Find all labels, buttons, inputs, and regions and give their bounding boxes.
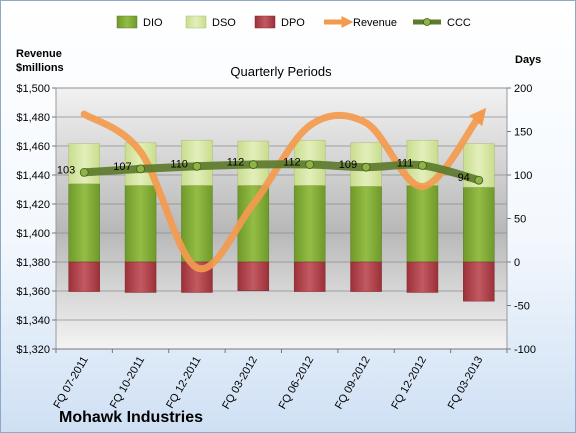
ccc-data-label: 94	[458, 172, 470, 184]
right-axis: -100 -50 0 50 100 150 200	[507, 83, 536, 356]
company-name: Mohawk Industries	[59, 409, 203, 426]
ccc-data-label: 112	[227, 157, 245, 169]
ccc-point	[136, 164, 145, 174]
bar-dio	[463, 186, 495, 263]
plot-area	[55, 87, 508, 350]
right-tick-label: 100	[514, 170, 532, 182]
right-tick-label: 150	[514, 127, 532, 139]
ccc-data-label: 110	[170, 158, 188, 170]
bar-dpo	[463, 261, 495, 302]
legend-label-dso: DSO	[212, 17, 236, 29]
left-tick-label: $1,320	[16, 344, 50, 356]
x-tick-label: FQ 12-2011	[164, 355, 203, 411]
ccc-point	[248, 160, 258, 169]
left-tick-label: $1,380	[16, 257, 50, 269]
legend-label-ccc: CCC	[447, 17, 471, 29]
ccc-data-label: 109	[339, 159, 357, 171]
legend: DIO DSO DPO Revenue CCC	[116, 15, 471, 29]
ccc-data-label: 112	[283, 157, 301, 169]
bars	[68, 139, 495, 302]
left-tick-label: $1,420	[16, 199, 50, 211]
bar-dpo	[293, 261, 326, 292]
x-tick-label: FQ 03-2012	[220, 355, 260, 412]
bar-dio	[68, 183, 100, 263]
bar-dpo	[350, 261, 382, 292]
ccc-point	[418, 161, 427, 170]
legend-label-dio: DIO	[143, 17, 163, 29]
legend-swatch-dio	[116, 15, 138, 29]
bar-dpo	[124, 261, 157, 293]
bar-dio	[293, 185, 326, 263]
ccc-point	[361, 162, 371, 172]
bar-dio	[406, 185, 439, 263]
legend-swatch-ccc-marker	[423, 18, 431, 26]
legend-swatch-dpo	[254, 15, 276, 29]
ccc-labels: 103 107 110 112 112 109 111 94	[57, 157, 470, 185]
x-tick-label: FQ 10-2011	[108, 355, 147, 411]
left-axis: $1,320 $1,340 $1,360 $1,380 $1,400 $1,420 $1,4…	[16, 83, 56, 356]
bar-dpo	[68, 261, 100, 292]
right-tick-label: 200	[514, 83, 532, 95]
ccc-point	[305, 160, 315, 169]
left-tick-label: $1,480	[16, 112, 50, 124]
ccc-point	[192, 161, 202, 171]
ccc-data-label: 103	[57, 164, 75, 176]
chart-title: Quarterly Periods	[230, 64, 332, 79]
right-tick-label: -100	[514, 344, 536, 356]
x-tick-label: FQ 06-2012	[277, 355, 317, 412]
bar-dio	[124, 185, 157, 263]
right-tick-label: 50	[514, 214, 526, 226]
legend-swatch-dso	[185, 15, 207, 29]
left-tick-label: $1,360	[16, 286, 50, 298]
left-tick-label: $1,440	[16, 170, 50, 182]
x-tick-label: FQ 03-2013	[446, 355, 486, 412]
left-axis-title-line1: Revenue	[16, 48, 62, 60]
bar-dio	[350, 186, 382, 263]
bar-dpo	[237, 261, 270, 291]
right-axis-title: Days	[515, 54, 541, 66]
legend-label-dpo: DPO	[281, 17, 305, 29]
right-tick-label: 0	[514, 257, 520, 269]
bar-dpo	[406, 261, 439, 293]
ccc-line	[80, 160, 483, 185]
left-tick-label: $1,340	[16, 315, 50, 327]
x-axis: FQ 07-2011 FQ 10-2011 FQ 12-2011 FQ 03-2012…	[51, 348, 508, 412]
ccc-data-label: 111	[397, 157, 414, 169]
x-tick-label: FQ 07-2011	[51, 355, 90, 411]
left-tick-label: $1,500	[16, 83, 50, 95]
right-tick-label: -50	[514, 301, 530, 313]
left-tick-label: $1,460	[16, 141, 50, 153]
x-tick-label: FQ 09-2012	[333, 355, 373, 412]
left-tick-label: $1,400	[16, 228, 50, 240]
ccc-point	[474, 175, 484, 185]
x-tick-label: FQ 12-2012	[389, 355, 429, 412]
lines	[79, 107, 487, 273]
bar-dio	[181, 185, 213, 263]
bar-dso	[68, 143, 100, 184]
legend-label-revenue: Revenue	[353, 17, 397, 29]
ccc-point	[79, 167, 89, 177]
left-axis-title-line2: $millions	[16, 62, 64, 74]
ccc-data-label: 107	[113, 161, 131, 173]
